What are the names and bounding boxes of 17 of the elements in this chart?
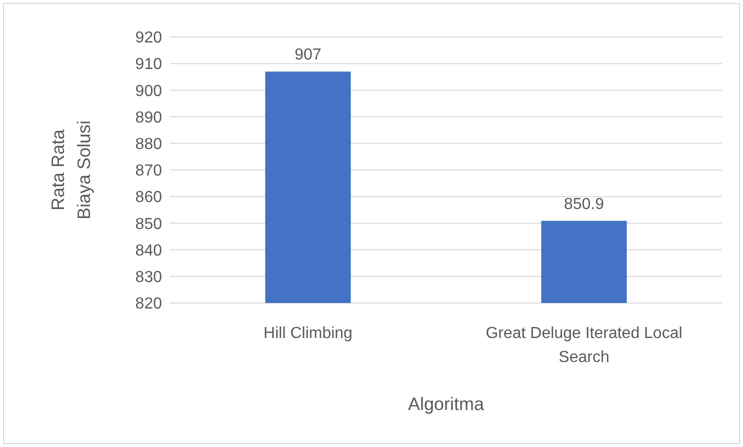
- y-tick-label: 890: [135, 109, 162, 126]
- y-axis-title: Rata Rata Biaya Solusi: [48, 120, 94, 220]
- y-tick-label: 830: [135, 269, 162, 286]
- y-tick-label: 900: [135, 82, 162, 100]
- y-tick-label: 840: [135, 242, 162, 260]
- y-tick-label: 870: [135, 162, 162, 180]
- data-label: 907: [294, 46, 322, 64]
- y-tick-label: 820: [135, 296, 162, 313]
- data-label: 850.9: [564, 196, 604, 213]
- y-tick-label: 920: [135, 30, 162, 47]
- x-tick-label: Hill Climbing: [264, 325, 352, 342]
- y-tick-label: 850: [135, 216, 162, 233]
- x-tick-label: Great Deluge Iterated Local Search: [486, 325, 682, 366]
- y-tick-label: 860: [135, 189, 162, 206]
- y-tick-label: 880: [135, 136, 162, 153]
- x-axis-title: Algoritma: [408, 394, 485, 414]
- y-tick-label: 910: [135, 56, 162, 74]
